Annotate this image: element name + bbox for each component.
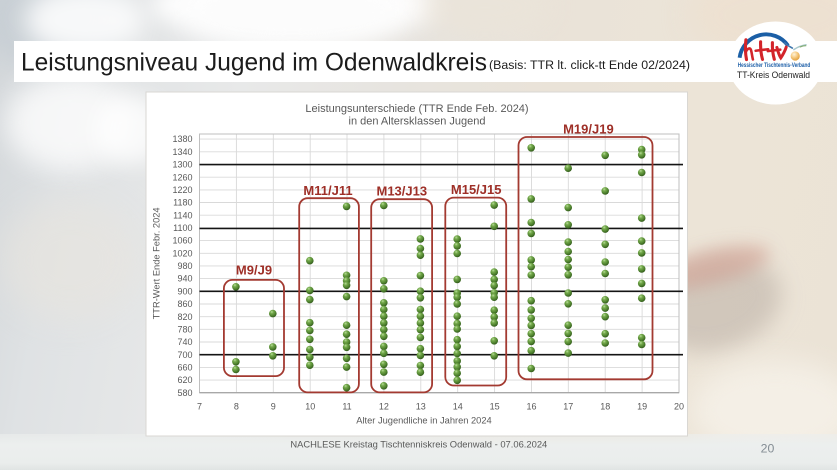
svg-text:1380: 1380 [172,134,192,144]
svg-text:860: 860 [177,299,192,309]
svg-text:1260: 1260 [172,172,192,182]
svg-text:1060: 1060 [172,236,192,246]
svg-text:1100: 1100 [173,223,192,233]
svg-text:15: 15 [490,402,500,412]
svg-text:14: 14 [453,402,463,412]
svg-text:1300: 1300 [172,160,192,170]
svg-text:20: 20 [761,441,775,455]
svg-text:M9/J9: M9/J9 [236,262,272,277]
svg-text:940: 940 [177,274,192,284]
svg-text:1340: 1340 [172,147,192,157]
svg-text:1020: 1020 [172,248,192,258]
svg-text:NACHLESE Kreistag Tischtennisk: NACHLESE Kreistag Tischtenniskreis Odenw… [290,438,547,449]
svg-text:20: 20 [674,402,684,412]
svg-text:1220: 1220 [172,185,192,195]
svg-text:Leistungsniveau Jugend im Oden: Leistungsniveau Jugend im Odenwaldkreis [21,49,487,76]
svg-text:11: 11 [342,402,351,412]
svg-text:(Basis: TTR lt. click-tt Ende: (Basis: TTR lt. click-tt Ende 02/2024) [489,58,690,72]
svg-text:740: 740 [177,337,192,347]
svg-text:780: 780 [177,324,192,334]
svg-text:Leistungsunterschiede (TTR End: Leistungsunterschiede (TTR Ende Feb. 202… [305,103,528,115]
svg-text:580: 580 [177,388,192,398]
svg-text:M15/J15: M15/J15 [451,182,502,197]
svg-text:18: 18 [600,402,610,412]
svg-text:660: 660 [177,363,192,373]
svg-text:Alter Jugendliche in Jahren 20: Alter Jugendliche in Jahren 2024 [356,416,491,426]
svg-text:900: 900 [177,286,192,296]
svg-text:7: 7 [197,402,202,412]
svg-text:19: 19 [637,402,647,412]
svg-text:1180: 1180 [173,198,192,208]
svg-text:TT-Kreis Odenwald: TT-Kreis Odenwald [737,70,810,81]
svg-text:13: 13 [416,402,426,412]
svg-text:620: 620 [177,375,192,385]
svg-text:8: 8 [234,402,239,412]
svg-text:12: 12 [379,402,389,412]
svg-text:17: 17 [563,402,573,412]
svg-text:16: 16 [526,402,536,412]
svg-text:M11/J11: M11/J11 [303,183,352,198]
svg-text:10: 10 [305,402,315,412]
svg-text:9: 9 [271,402,276,412]
svg-text:820: 820 [177,312,192,322]
svg-text:M13/J13: M13/J13 [377,184,428,199]
svg-text:700: 700 [177,350,192,360]
svg-text:in den Altersklassen Jugend: in den Altersklassen Jugend [349,116,486,128]
svg-text:980: 980 [177,261,192,271]
svg-text:1140: 1140 [173,210,192,220]
svg-text:Hessischer Tischtennis-Verband: Hessischer Tischtennis-Verband [738,62,811,69]
svg-text:TTR-Wert Ende Febr. 2024: TTR-Wert Ende Febr. 2024 [152,207,162,319]
svg-text:M19/J19: M19/J19 [563,121,614,136]
